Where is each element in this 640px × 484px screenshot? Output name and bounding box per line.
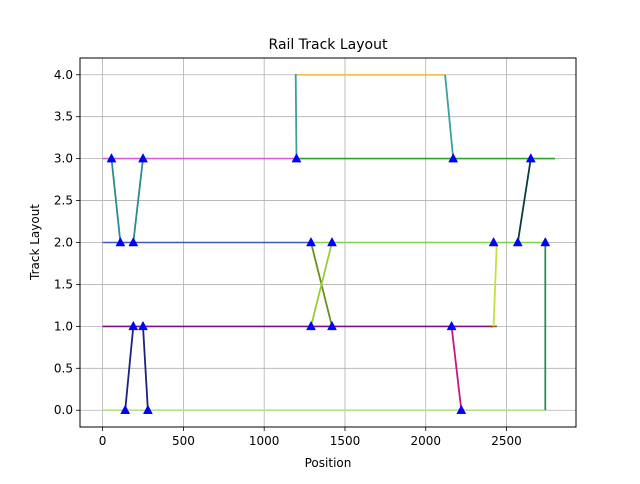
chart-title: Rail Track Layout xyxy=(269,37,388,53)
series-layer xyxy=(102,73,555,412)
y-tick-label: 3.5 xyxy=(54,110,73,124)
switch-marker xyxy=(525,153,536,163)
switch-marker xyxy=(327,320,337,331)
x-tick-label: 2000 xyxy=(410,434,441,448)
switch-connector xyxy=(124,326,135,411)
switch-marker xyxy=(446,320,457,331)
switch-connector xyxy=(310,242,333,327)
switch-marker xyxy=(115,236,126,247)
switch-marker xyxy=(128,236,139,247)
y-tick-label: 2.5 xyxy=(54,194,73,208)
switch-marker xyxy=(306,236,316,247)
y-tick-label: 2.0 xyxy=(54,236,73,250)
switch-marker xyxy=(488,236,499,247)
switch-marker xyxy=(138,320,148,331)
switch-marker xyxy=(327,236,337,247)
y-tick-label: 0.0 xyxy=(54,403,73,417)
switch-connector xyxy=(516,158,532,243)
switch-marker xyxy=(512,236,523,247)
x-tick-label: 2500 xyxy=(491,434,522,448)
x-axis-label: Position xyxy=(305,456,352,470)
switch-marker xyxy=(540,236,551,247)
switch-connector xyxy=(132,158,144,243)
switch-connector xyxy=(492,242,498,327)
x-tick-label: 500 xyxy=(172,434,195,448)
y-tick-label: 1.5 xyxy=(54,277,73,291)
switch-marker xyxy=(120,404,131,414)
y-tick-label: 0.5 xyxy=(54,361,73,375)
switch-connector xyxy=(450,326,463,411)
switch-marker xyxy=(456,404,467,414)
y-tick-label: 1.0 xyxy=(54,319,73,333)
y-tick-label: 4.0 xyxy=(54,68,73,82)
switch-marker xyxy=(128,320,139,331)
x-tick-label: 0 xyxy=(99,434,107,448)
switch-connector xyxy=(142,326,149,411)
y-axis-label: Track Layout xyxy=(28,204,42,281)
switch-connector xyxy=(444,74,455,159)
switch-connector xyxy=(110,158,122,243)
switch-marker xyxy=(448,153,459,163)
switch-marker xyxy=(106,153,117,163)
y-tick-label: 3.0 xyxy=(54,152,73,166)
marker-layer xyxy=(106,153,551,414)
switch-marker xyxy=(142,404,153,414)
switch-marker xyxy=(306,320,316,331)
switch-marker xyxy=(291,153,302,163)
switch-marker xyxy=(138,153,148,163)
x-tick-label: 1000 xyxy=(249,434,280,448)
switch-connector xyxy=(294,73,298,159)
x-tick-label: 1500 xyxy=(330,434,361,448)
tick-layer: 0 500 1000 1500 2000 2500 0.0 0.5 1.0 1.5 2.0 2.5 3.… xyxy=(54,68,522,448)
